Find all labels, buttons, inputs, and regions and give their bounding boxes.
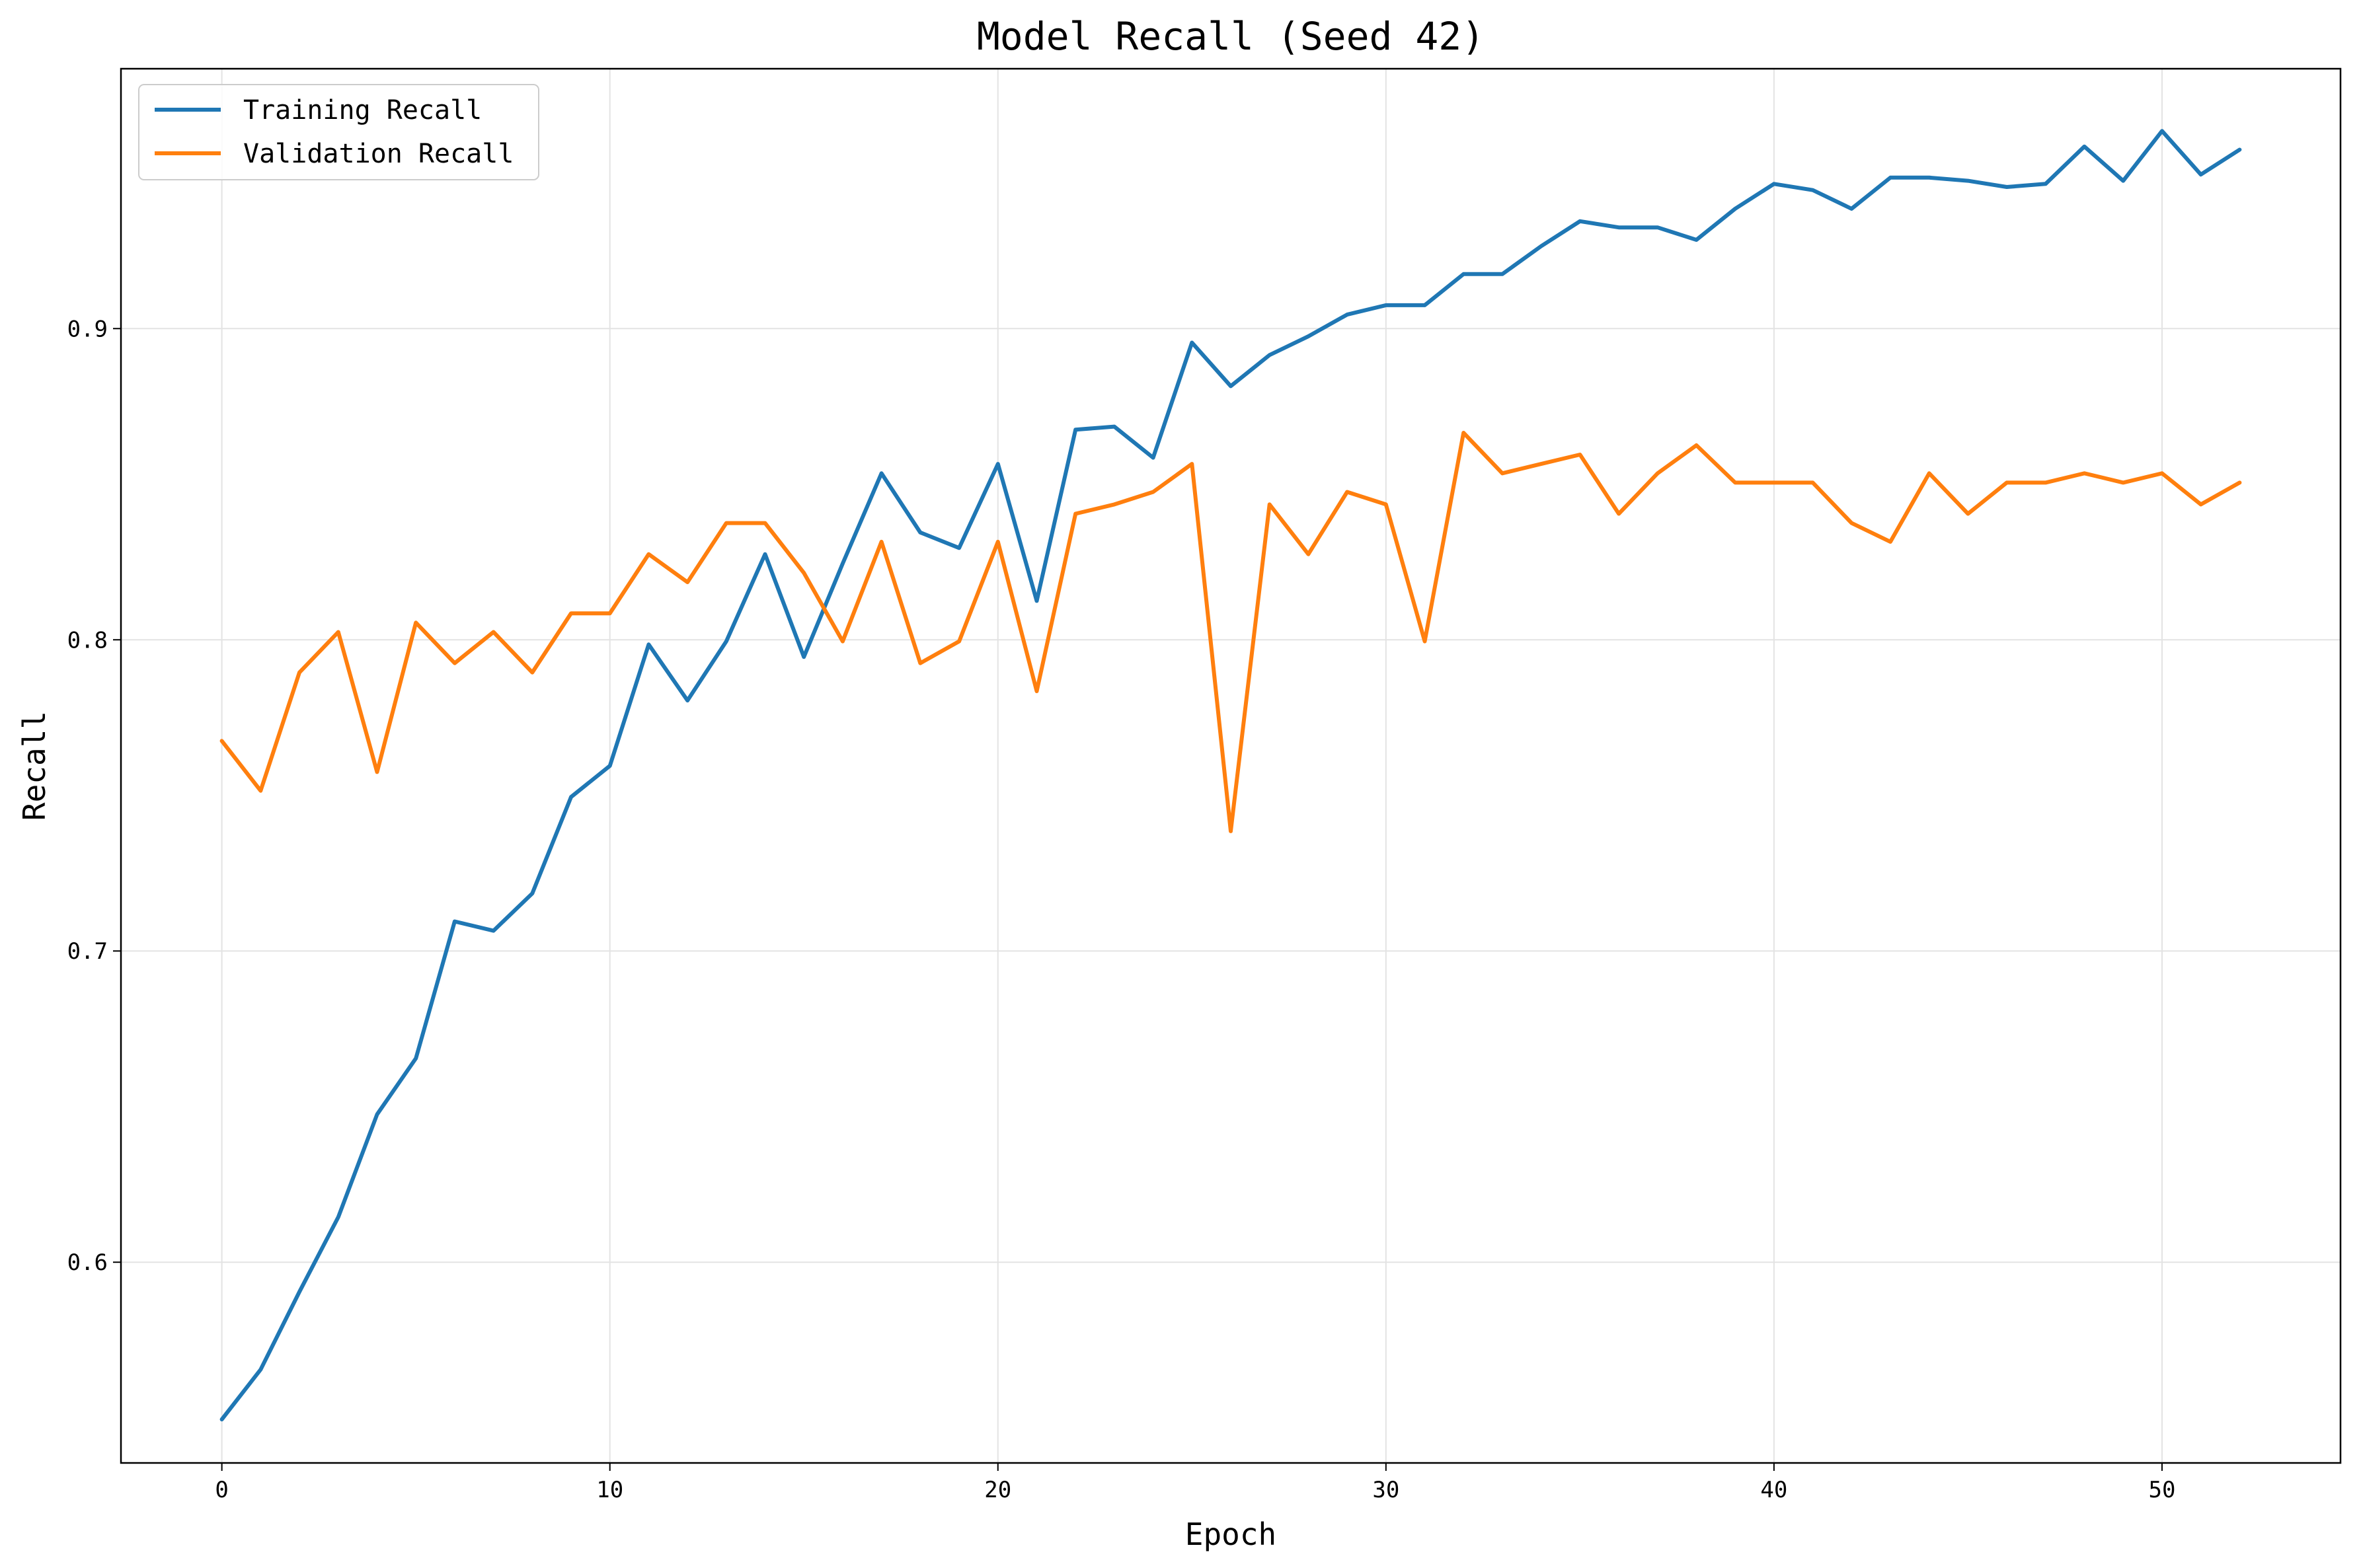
- y-axis-ticks: 0.6 0.7 0.8 0.9: [67, 316, 121, 1276]
- chart-title: Model Recall (Seed 42): [977, 14, 1485, 59]
- x-axis-label: Epoch: [1185, 1516, 1276, 1552]
- y-tick-label: 0.7: [67, 938, 108, 965]
- y-tick-label: 0.6: [67, 1250, 108, 1276]
- x-tick-label: 10: [596, 1477, 623, 1503]
- series-line-training-recall: [219, 129, 2242, 1422]
- x-tick-label: 30: [1372, 1477, 1399, 1503]
- x-tick-label: 0: [215, 1477, 228, 1503]
- series-layer: [219, 129, 2242, 1422]
- x-tick-label: 40: [1760, 1477, 1787, 1503]
- x-tick-label: 50: [2148, 1477, 2175, 1503]
- x-gridlines: [221, 69, 2163, 1463]
- y-gridlines: [121, 328, 2341, 1263]
- legend-label-validation: Validation Recall: [243, 139, 514, 169]
- legend-box: [138, 84, 539, 180]
- x-tick-label: 20: [984, 1477, 1011, 1503]
- y-tick-label: 0.8: [67, 627, 108, 653]
- x-axis-ticks: 0 10 20 30 40 50: [215, 1463, 2175, 1503]
- legend-label-training: Training Recall: [243, 95, 482, 126]
- series-line-validation-recall: [219, 431, 2242, 833]
- y-tick-label: 0.9: [67, 316, 108, 342]
- legend: Training Recall Validation Recall: [138, 84, 539, 180]
- plot-frame: [120, 67, 2342, 1464]
- y-axis-label: Recall: [17, 711, 52, 821]
